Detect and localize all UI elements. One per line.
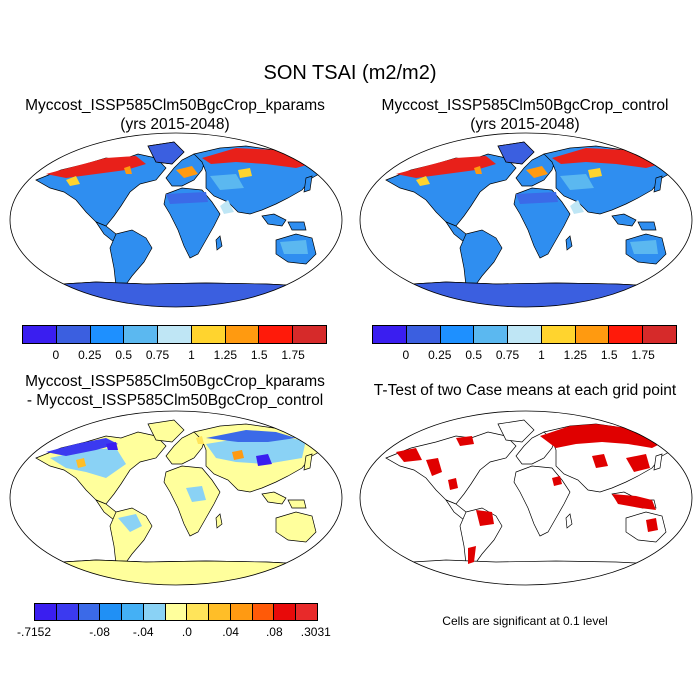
- colorbar-difference-tick-label: -.08: [89, 625, 110, 639]
- panel-title-difference-line1: Myccost_ISSP585Clm50BgcCrop_kparams: [25, 373, 325, 390]
- colorbar-difference-swatch: [100, 604, 123, 620]
- colorbar-difference-swatch: [56, 604, 79, 620]
- colorbar-kparams-swatch: [90, 326, 125, 343]
- colorbar-difference-swatch: [296, 604, 317, 620]
- panel-title-kparams: Myccost_ISSP585Clm50BgcCrop_kparams (yrs…: [0, 96, 350, 134]
- map-control: [359, 132, 693, 308]
- colorbar-kparams-swatch: [259, 326, 294, 343]
- colorbar-control-tick-label: 0.25: [428, 348, 452, 362]
- colorbar-control-tick-label: 1.5: [600, 348, 618, 362]
- colorbar-difference-swatch: [252, 604, 275, 620]
- colorbar-kparams-swatch: [56, 326, 91, 343]
- colorbar-control-swatch: [575, 326, 610, 343]
- colorbar-kparams-swatch: [191, 326, 226, 343]
- colorbar-difference-swatch: [209, 604, 231, 620]
- colorbar-control-tick-label: 0.5: [465, 348, 482, 362]
- panel-title-difference-line2: - Myccost_ISSP585Clm50BgcCrop_control: [26, 392, 324, 409]
- panel-title-difference: Myccost_ISSP585Clm50BgcCrop_kparams - My…: [0, 372, 350, 410]
- colorbar-control-tick-label: 1: [538, 348, 545, 362]
- panel-title-control: Myccost_ISSP585Clm50BgcCrop_control (yrs…: [350, 96, 700, 134]
- colorbar-kparams-tick-label: 1.75: [281, 348, 305, 362]
- colorbar-kparams-swatch: [293, 326, 327, 343]
- colorbar-difference-swatch: [35, 604, 57, 620]
- colorbar-kparams-tick-label: 0: [52, 348, 60, 362]
- colorbar-control-tick-label: 0.75: [495, 348, 520, 362]
- panel-title-kparams-line1: Myccost_ISSP585Clm50BgcCrop_kparams: [25, 97, 325, 114]
- colorbar-kparams-swatch: [158, 326, 192, 343]
- colorbar-difference-swatch: [274, 604, 297, 620]
- colorbar-difference: [34, 603, 318, 621]
- colorbar-kparams: [22, 325, 327, 344]
- colorbar-control-swatch: [541, 326, 576, 343]
- colorbar-kparams-tick-label: 0.25: [78, 348, 102, 362]
- colorbar-kparams-swatch: [225, 326, 260, 343]
- colorbar-difference-swatch: [122, 604, 144, 620]
- colorbar-difference-tick-label: .08: [265, 625, 283, 639]
- panel-title-kparams-line2: (yrs 2015-2048): [120, 116, 230, 133]
- colorbar-control-swatch: [406, 326, 441, 343]
- significance-note: Cells are significant at 0.1 level: [442, 614, 608, 628]
- colorbar-difference-tick-label: .04: [222, 625, 239, 639]
- panel-title-ttest: T-Test of two Case means at each grid po…: [350, 381, 700, 400]
- figure-title: SON TSAI (m2/m2): [263, 62, 437, 84]
- colorbar-kparams-tick-label: 1.5: [250, 348, 268, 362]
- colorbar-kparams-tick-label: 1.25: [213, 348, 238, 362]
- colorbar-kparams-tick-label: 0.5: [115, 348, 132, 362]
- colorbar-kparams-tick-label: 0.75: [145, 348, 170, 362]
- map-kparams: [9, 132, 343, 308]
- colorbar-control-swatch: [508, 326, 542, 343]
- colorbar-difference-tick-label: -.04: [132, 625, 154, 639]
- colorbar-difference-tick-label: .0: [181, 625, 192, 639]
- colorbar-difference-tick-label: .3031: [300, 625, 331, 639]
- colorbar-control-swatch: [474, 326, 509, 343]
- colorbar-control-tick-label: 0: [402, 348, 410, 362]
- colorbar-control-tick-label: 1.75: [631, 348, 655, 362]
- colorbar-kparams-swatch: [124, 326, 159, 343]
- colorbar-control-swatch: [373, 326, 407, 343]
- colorbar-difference-swatch: [78, 604, 101, 620]
- colorbar-kparams-swatch: [23, 326, 57, 343]
- colorbar-difference-swatch: [165, 604, 188, 620]
- colorbar-difference-swatch: [187, 604, 210, 620]
- colorbar-control-swatch: [643, 326, 677, 343]
- map-difference: [9, 410, 343, 586]
- panel-title-ttest-line1: T-Test of two Case means at each grid po…: [373, 382, 677, 399]
- colorbar-control: [372, 325, 677, 344]
- colorbar-control-swatch: [609, 326, 644, 343]
- map-ttest: [359, 410, 693, 586]
- colorbar-kparams-tick-label: 1: [188, 348, 195, 362]
- colorbar-difference-tick-label: -.7152: [16, 625, 52, 639]
- panel-title-control-line1: Myccost_ISSP585Clm50BgcCrop_control: [381, 97, 669, 114]
- colorbar-difference-swatch: [143, 604, 166, 620]
- colorbar-difference-swatch: [230, 604, 253, 620]
- panel-title-control-line2: (yrs 2015-2048): [470, 116, 580, 133]
- colorbar-control-tick-label: 1.25: [563, 348, 588, 362]
- colorbar-control-swatch: [440, 326, 475, 343]
